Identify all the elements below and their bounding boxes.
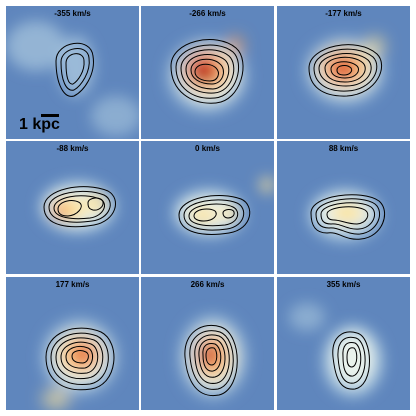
channel-panel-minus-355: -355 km/s 1 kpc [6, 6, 139, 139]
channel-image [6, 6, 139, 139]
scale-bar: 1 kpc [18, 114, 138, 144]
channel-panel-266: 266 km/s [141, 277, 274, 410]
scale-bar-line [41, 114, 59, 117]
intensity-contours [170, 39, 244, 104]
channel-panel-88: 88 km/s [277, 141, 410, 274]
velocity-label: -88 km/s [56, 144, 89, 153]
channel-image [277, 6, 410, 139]
velocity-label: -355 km/s [54, 9, 91, 18]
channel-image [141, 141, 274, 274]
velocity-label: 355 km/s [326, 280, 361, 289]
channel-image [141, 6, 274, 139]
scale-bar-label: 1 kpc [19, 116, 60, 133]
channel-image [277, 141, 410, 274]
intensity-contours [43, 186, 117, 228]
velocity-label: -177 km/s [325, 9, 362, 18]
channel-panel-minus-88: -88 km/s [6, 141, 139, 274]
channel-panel-minus-266: -266 km/s [141, 6, 274, 139]
channel-map-grid: -355 km/s 1 kpc [6, 6, 410, 410]
channel-panel-177: 177 km/s [6, 277, 139, 410]
velocity-label: 88 km/s [328, 144, 359, 153]
intensity-contours [178, 195, 251, 235]
intensity-contours [45, 327, 115, 391]
channel-image [6, 277, 139, 410]
velocity-label: 266 km/s [190, 280, 225, 289]
velocity-label: 0 km/s [195, 144, 220, 153]
channel-image [6, 141, 139, 274]
channel-panel-minus-177: -177 km/s [277, 6, 410, 139]
velocity-label: -266 km/s [189, 9, 226, 18]
intensity-contours [308, 44, 383, 97]
intensity-contours [310, 194, 386, 240]
channel-image [141, 277, 274, 410]
channel-panel-355: 355 km/s [277, 277, 410, 410]
channel-panel-0: 0 km/s [141, 141, 274, 274]
intensity-contours [55, 42, 94, 97]
intensity-contours [332, 331, 370, 390]
intensity-contours [184, 324, 238, 397]
velocity-label: 177 km/s [55, 280, 90, 289]
channel-image [277, 277, 410, 410]
